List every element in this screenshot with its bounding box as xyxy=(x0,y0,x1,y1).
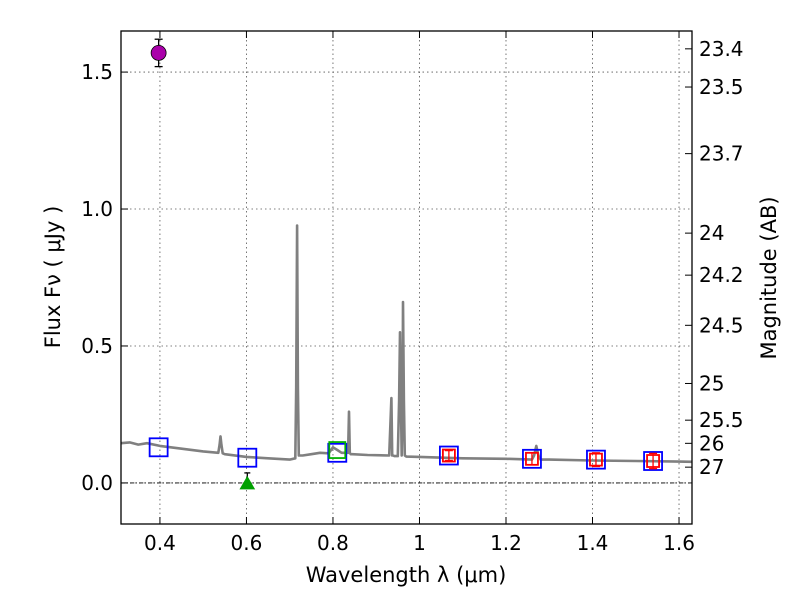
x-tick-label: 1.2 xyxy=(490,531,522,555)
x-tick-label: 0.4 xyxy=(144,531,176,555)
mag-tick-label: 24.2 xyxy=(699,263,744,287)
y-tick-label: 1.5 xyxy=(81,60,113,84)
data-point-square xyxy=(522,448,542,469)
mag-tick-label: 26 xyxy=(699,431,724,455)
data-point-square xyxy=(327,442,348,463)
data-point-circle xyxy=(150,45,167,61)
mag-tick-label: 25.5 xyxy=(699,408,744,432)
axis-ticks: 0.4 0.6 0.8 1 1.2 1.4 1.6 0.0 0.5 1.0 1.5 23.4 23.5 2… xyxy=(81,31,744,555)
right-axis-label: Magnitude (AB) xyxy=(757,196,781,359)
y-tick-label: 1.0 xyxy=(81,197,113,221)
data-point-triangle xyxy=(239,475,256,490)
mag-tick-label: 27 xyxy=(699,455,724,479)
mag-tick-label: 23.4 xyxy=(699,37,744,61)
data-point-square xyxy=(148,437,169,458)
x-tick-label: 1.6 xyxy=(663,531,695,555)
template-spectrum-line xyxy=(120,224,693,464)
plot-frame xyxy=(120,30,693,525)
data-point-square xyxy=(586,449,606,470)
mag-tick-label: 24.5 xyxy=(699,313,744,337)
data-point-square xyxy=(328,441,347,459)
mag-tick-label: 25 xyxy=(699,371,724,395)
mag-tick-label: 23.7 xyxy=(699,142,744,166)
y-axis-label: Flux Fν ( μJy ) xyxy=(41,206,65,349)
y-tick-label: 0.5 xyxy=(81,334,113,358)
data-point-square xyxy=(525,451,539,466)
data-point-square xyxy=(438,445,459,466)
mag-tick-label: 23.5 xyxy=(699,75,744,99)
grid xyxy=(121,31,692,524)
data-point-square xyxy=(646,454,660,468)
x-tick-label: 1.4 xyxy=(577,531,609,555)
data-point-square xyxy=(589,452,603,467)
y-tick-label: 0.0 xyxy=(81,471,113,495)
x-tick-label: 0.8 xyxy=(317,531,349,555)
mag-tick-label: 24 xyxy=(699,221,724,245)
data-point-square xyxy=(237,447,258,468)
data-point-square xyxy=(643,451,663,471)
x-tick-label: 0.6 xyxy=(231,531,263,555)
x-axis-label: Wavelength λ (μm) xyxy=(306,563,507,587)
x-tick-label: 1 xyxy=(413,531,426,555)
data-point-square xyxy=(441,448,456,463)
plot-content xyxy=(120,38,693,490)
